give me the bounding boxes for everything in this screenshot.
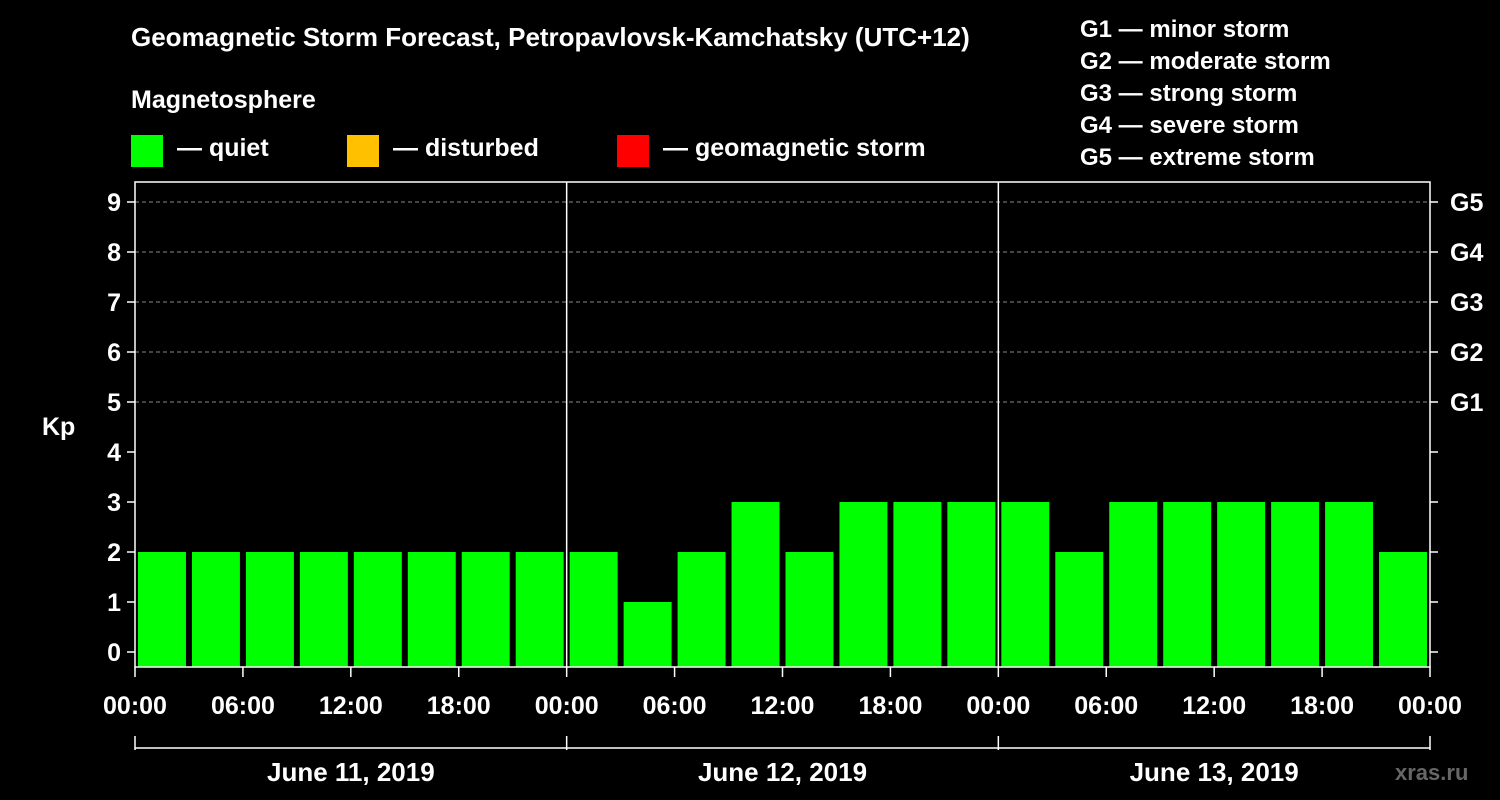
bar-1 bbox=[191, 552, 240, 667]
bar-12 bbox=[785, 552, 834, 667]
x-tick-label-9: 06:00 bbox=[1074, 692, 1138, 720]
bar-17 bbox=[1055, 552, 1104, 667]
bar-7 bbox=[515, 552, 564, 667]
y-tick-label-7: 7 bbox=[107, 289, 121, 317]
x-tick-label-8: 00:00 bbox=[966, 692, 1030, 720]
x-tick-label-1: 06:00 bbox=[211, 692, 275, 720]
bar-16 bbox=[1001, 502, 1050, 667]
y-tick-label-9: 9 bbox=[107, 189, 121, 217]
bar-14 bbox=[893, 502, 942, 667]
g-level-label-G2: G2 bbox=[1450, 339, 1483, 367]
g-level-label-G5: G5 bbox=[1450, 189, 1483, 217]
g-level-label-G4: G4 bbox=[1450, 239, 1483, 267]
x-tick-label-6: 12:00 bbox=[751, 692, 815, 720]
x-tick-label-5: 06:00 bbox=[643, 692, 707, 720]
x-tick-label-0: 00:00 bbox=[103, 692, 167, 720]
magnetosphere-heading: Magnetosphere bbox=[131, 86, 316, 114]
x-tick-label-3: 18:00 bbox=[427, 692, 491, 720]
bar-11 bbox=[731, 502, 780, 667]
chart-title: Geomagnetic Storm Forecast, Petropavlovs… bbox=[131, 22, 970, 52]
bar-18 bbox=[1109, 502, 1158, 667]
watermark: xras.ru bbox=[1395, 760, 1469, 785]
bar-2 bbox=[245, 552, 294, 667]
bar-13 bbox=[839, 502, 888, 667]
y-tick-label-2: 2 bbox=[107, 539, 121, 567]
y-tick-label-5: 5 bbox=[107, 389, 121, 417]
bar-10 bbox=[677, 552, 726, 667]
day-label-2: June 13, 2019 bbox=[1130, 757, 1299, 787]
bar-21 bbox=[1271, 502, 1320, 667]
storm-scale-g4: G4 — severe storm bbox=[1080, 112, 1299, 139]
x-tick-label-2: 12:00 bbox=[319, 692, 383, 720]
legend-label-disturbed: — disturbed bbox=[393, 134, 539, 162]
y-tick-label-3: 3 bbox=[107, 489, 121, 517]
g-level-label-G3: G3 bbox=[1450, 289, 1483, 317]
x-tick-label-11: 18:00 bbox=[1290, 692, 1354, 720]
bar-19 bbox=[1163, 502, 1212, 667]
storm-scale-g3: G3 — strong storm bbox=[1080, 80, 1298, 107]
legend-swatch-storm bbox=[617, 135, 649, 167]
bar-6 bbox=[461, 552, 510, 667]
bar-9 bbox=[623, 602, 672, 667]
x-tick-label-12: 00:00 bbox=[1398, 692, 1462, 720]
x-tick-label-7: 18:00 bbox=[858, 692, 922, 720]
y-tick-label-4: 4 bbox=[107, 439, 121, 467]
y-tick-label-0: 0 bbox=[107, 639, 121, 667]
legend-swatch-disturbed bbox=[347, 135, 379, 167]
legend-swatch-quiet bbox=[131, 135, 163, 167]
bar-20 bbox=[1217, 502, 1266, 667]
x-tick-label-4: 00:00 bbox=[535, 692, 599, 720]
storm-scale-g2: G2 — moderate storm bbox=[1080, 48, 1331, 75]
bar-0 bbox=[138, 552, 186, 667]
bar-3 bbox=[299, 552, 348, 667]
g-level-label-G1: G1 bbox=[1450, 389, 1483, 417]
bar-4 bbox=[353, 552, 402, 667]
bar-8 bbox=[569, 552, 618, 667]
legend-label-storm: — geomagnetic storm bbox=[663, 134, 926, 162]
storm-scale-g5: G5 — extreme storm bbox=[1080, 144, 1315, 171]
y-tick-label-8: 8 bbox=[107, 239, 121, 267]
bar-22 bbox=[1325, 502, 1374, 667]
y-tick-label-1: 1 bbox=[107, 589, 121, 617]
bar-23 bbox=[1379, 552, 1427, 667]
y-tick-label-6: 6 bbox=[107, 339, 121, 367]
storm-scale-g1: G1 — minor storm bbox=[1080, 16, 1290, 43]
legend-label-quiet: — quiet bbox=[177, 134, 269, 162]
x-tick-label-10: 12:00 bbox=[1182, 692, 1246, 720]
day-label-1: June 12, 2019 bbox=[698, 757, 867, 787]
bar-5 bbox=[407, 552, 456, 667]
day-label-0: June 11, 2019 bbox=[267, 757, 435, 787]
bar-15 bbox=[947, 502, 996, 667]
y-axis-label: Kp bbox=[42, 413, 76, 441]
